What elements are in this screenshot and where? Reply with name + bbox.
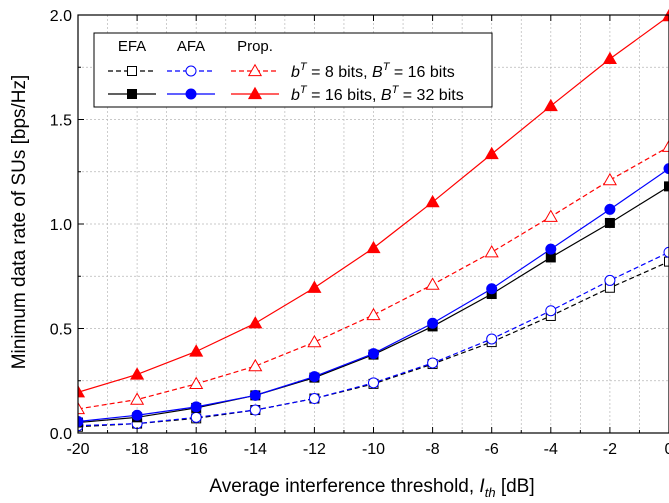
legend-label-part: T [300, 84, 308, 96]
data-point [78, 385, 86, 398]
x-axis-label: Average interference threshold, Ith [dB] [209, 476, 534, 500]
data-point [602, 172, 617, 186]
legend-label-part: B [372, 64, 383, 81]
data-point [545, 243, 557, 255]
data-point [131, 409, 143, 421]
data-point [604, 217, 615, 228]
legend-label: bT = 16 bits, BT = 32 bits [291, 84, 464, 104]
data-point [366, 240, 381, 254]
y-tick-label: 0.5 [50, 322, 72, 339]
y-tick-label: 2.0 [50, 8, 72, 25]
x-axis-label-unit: [dB] [496, 476, 535, 497]
data-point [249, 389, 261, 401]
series-line-prop-8-16 [78, 146, 669, 410]
legend-header: AFA [177, 38, 205, 55]
y-tick-label: 0.0 [50, 426, 72, 443]
x-tick-label: -20 [66, 441, 89, 458]
data-point [484, 245, 499, 258]
x-tick-label: -4 [544, 441, 558, 458]
legend-marker [247, 86, 263, 100]
data-point [543, 98, 558, 112]
data-point [307, 334, 322, 348]
legend-label-part: = 16 bits [389, 64, 454, 81]
legend-label-part: b [291, 64, 300, 81]
legend-label-part: = 16 bits, [307, 87, 381, 104]
legend-marker [127, 66, 137, 76]
data-point [249, 404, 261, 416]
x-tick-label: -6 [485, 441, 499, 458]
legend-label: bT = 8 bits, BT = 16 bits [291, 61, 455, 81]
x-tick-label: -2 [603, 441, 617, 458]
legend-marker [185, 65, 197, 77]
data-point [248, 358, 263, 372]
data-point [543, 209, 558, 222]
x-tick-label: 0 [665, 441, 669, 458]
data-point [604, 274, 616, 286]
data-point [425, 194, 440, 208]
data-point [308, 371, 320, 383]
y-tick-label: 1.5 [50, 113, 72, 130]
plot-area [78, 8, 669, 432]
data-point [427, 357, 439, 369]
data-point [661, 139, 669, 152]
y-tick-label: 1.0 [50, 217, 72, 234]
legend-label-part: = 8 bits, [307, 64, 372, 81]
data-point [484, 146, 499, 160]
legend-label-part: B [381, 87, 392, 104]
legend-header: Prop. [237, 38, 273, 55]
data-point [366, 307, 381, 321]
data-point [307, 280, 322, 293]
x-axis-label-prefix: Average interference threshold, [209, 476, 479, 497]
x-axis-label-var: I [479, 476, 485, 497]
x-tick-label: -8 [425, 441, 439, 458]
data-point [486, 283, 498, 295]
legend-box [93, 32, 493, 108]
x-tick-label: -16 [185, 441, 208, 458]
data-point [664, 256, 669, 267]
legend-marker [185, 88, 197, 100]
data-point [604, 203, 616, 215]
x-tick-label: -18 [126, 441, 149, 458]
data-point [130, 392, 145, 405]
data-point [190, 411, 202, 423]
x-tick-label: -14 [244, 441, 267, 458]
y-axis-label: Minimum data rate of SUs [bps/Hz] [9, 75, 30, 370]
data-point [486, 333, 498, 345]
x-tick-label: -10 [362, 441, 385, 458]
legend-label-part: b [291, 87, 300, 104]
data-point [368, 348, 379, 360]
plot-series [78, 8, 669, 432]
data-point [664, 181, 669, 192]
data-point [602, 51, 617, 65]
legend-label-part: = 32 bits [398, 87, 463, 104]
data-point [663, 163, 669, 175]
legend-marker [127, 89, 137, 99]
x-tick-label: -12 [303, 441, 326, 458]
data-point [190, 401, 202, 413]
data-point [130, 367, 145, 380]
data-point [78, 401, 86, 415]
legend-header: EFA [118, 38, 146, 55]
data-point [189, 376, 204, 390]
legend-label-part: T [392, 84, 400, 96]
data-point [308, 393, 320, 405]
data-point [189, 344, 204, 357]
data-point [368, 377, 379, 389]
x-axis-label-sub: th [485, 485, 496, 500]
data-point [78, 416, 84, 428]
axis-ticks: -20-18-16-14-12-10-8-6-4-200.00.51.01.52… [50, 8, 669, 458]
data-point [663, 246, 669, 258]
legend-marker [247, 63, 263, 77]
data-point [425, 277, 440, 290]
data-point [427, 317, 439, 329]
legend-label-part: T [300, 61, 308, 73]
data-point [248, 316, 263, 329]
legend-label-part: T [383, 61, 391, 73]
data-point [545, 305, 557, 317]
